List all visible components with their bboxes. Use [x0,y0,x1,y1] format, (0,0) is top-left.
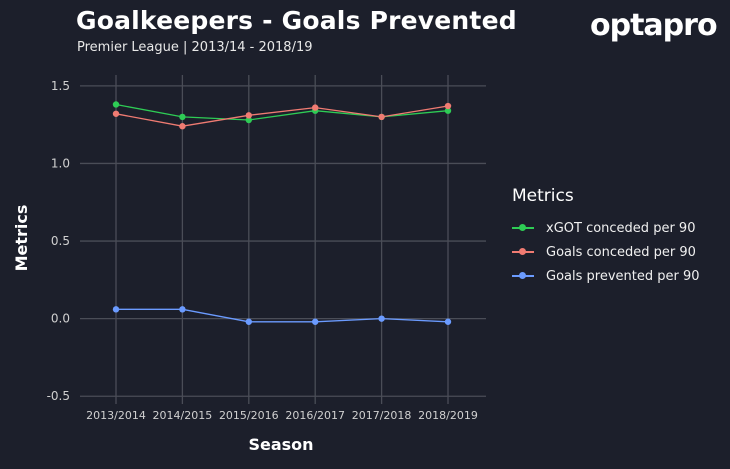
data-point [112,101,120,108]
legend-item: Goals conceded per 90 [512,240,700,264]
chart-title: Goalkeepers - Goals Prevented [76,6,517,35]
x-tick-label: 2016/2017 [285,409,345,422]
series-line [115,105,449,127]
chart-grid [80,75,486,404]
y-axis-label: Metrics [12,205,31,272]
legend-label: Goals prevented per 90 [546,268,700,284]
data-point [112,306,120,313]
y-tick-label: 1.0 [51,156,70,170]
x-tick-label: 2015/2016 [219,409,279,422]
data-point [378,315,385,322]
y-tick-label: 0.5 [51,234,70,248]
chart-subtitle: Premier League | 2013/14 - 2018/19 [77,40,313,55]
x-tick-label: 2018/2019 [418,409,478,422]
x-tick-label: 2014/2015 [153,409,213,422]
data-point [444,102,452,110]
chart-series [112,101,452,325]
chart-legend: Metrics xGOT conceded per 90 Goals conced… [512,186,700,288]
data-point [444,318,452,325]
data-point [312,318,319,325]
legend-items: xGOT conceded per 90 Goals conceded per 9… [512,216,700,288]
data-point [112,110,120,117]
legend-key [512,223,534,233]
data-point [245,116,252,124]
series-line [115,103,449,121]
legend-item: Goals prevented per 90 [512,264,700,288]
legend-key [512,271,534,281]
data-point [245,318,252,325]
series-line [116,308,449,323]
y-tick-label: -0.5 [47,389,70,403]
brand-logo: optapro [590,8,718,43]
data-point [179,306,186,313]
legend-label: xGOT conceded per 90 [546,220,696,236]
x-tick-labels: 2013/2014 2014/2015 2015/2016 2016/2017 2017… [86,409,478,422]
x-axis-label: Season [248,435,313,454]
y-tick-labels: -0.5 0.0 0.5 1.0 1.5 [47,79,70,403]
legend-title: Metrics [512,186,574,206]
data-point [179,123,186,130]
data-point [245,112,252,119]
data-point [312,104,319,111]
data-point [179,113,186,121]
data-point [378,113,385,121]
legend-item: xGOT conceded per 90 [512,216,700,240]
y-tick-label: 0.0 [51,312,70,326]
x-tick-label: 2017/2018 [352,409,412,422]
y-tick-label: 1.5 [51,79,70,93]
data-point [444,107,452,114]
x-tick-label: 2013/2014 [86,409,146,422]
legend-label: Goals conceded per 90 [546,244,696,260]
legend-key [512,247,534,257]
